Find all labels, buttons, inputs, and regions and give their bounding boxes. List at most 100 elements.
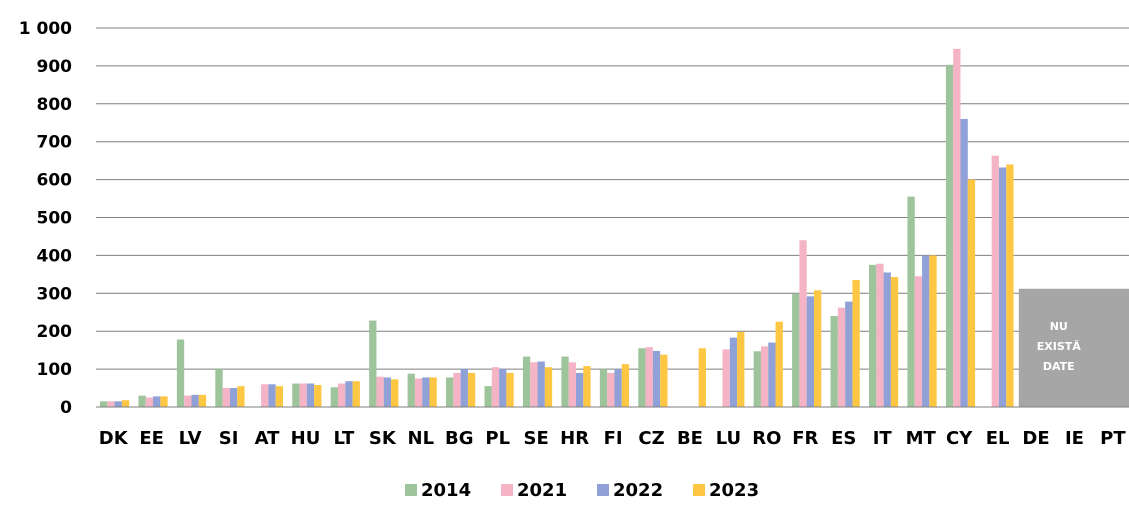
bar <box>100 401 108 407</box>
bar <box>890 277 899 407</box>
x-tick-label: NL <box>408 428 435 449</box>
bar <box>184 395 192 407</box>
bar <box>583 366 591 407</box>
bars <box>100 48 1014 408</box>
bar <box>107 401 115 407</box>
bar <box>330 387 338 407</box>
bar <box>391 379 399 407</box>
legend-label: 2022 <box>613 480 663 501</box>
x-tick-label: MT <box>906 428 937 449</box>
bar <box>852 280 860 407</box>
x-tick-label: BE <box>677 428 703 449</box>
legend: 2014 2021 2022 2023 <box>405 480 759 501</box>
bar <box>544 367 553 407</box>
bar <box>768 342 776 407</box>
no-data-label: DATE <box>1043 360 1075 373</box>
no-data-box <box>1018 288 1129 407</box>
x-tick-label: CZ <box>638 428 664 449</box>
bar <box>369 320 377 407</box>
x-tick-label: HR <box>560 428 589 449</box>
y-tick-label: 1 000 <box>19 19 72 39</box>
bar <box>806 296 814 407</box>
x-tick-label: LT <box>334 428 355 449</box>
bar <box>652 350 661 407</box>
bar <box>638 348 646 407</box>
bar <box>614 369 622 407</box>
bar <box>953 48 961 407</box>
bar <box>914 276 923 407</box>
bar <box>837 307 846 407</box>
bar <box>998 167 1007 407</box>
no-data-label: NU <box>1050 320 1068 333</box>
bar <box>237 386 245 407</box>
bar <box>967 179 976 407</box>
bar <box>530 362 538 407</box>
bar <box>760 346 769 407</box>
bar <box>729 337 738 407</box>
bar <box>453 372 461 407</box>
bar <box>345 381 353 407</box>
bar <box>198 394 207 407</box>
y-tick-label: 900 <box>37 57 73 77</box>
bar <box>991 155 999 407</box>
bar <box>383 377 392 407</box>
bar <box>215 369 223 407</box>
x-tick-label: IE <box>1065 428 1084 449</box>
y-axis-ticks: 0 100 200 300 400 500 600 700 800 900 1 000 <box>19 19 72 418</box>
bar <box>1006 164 1014 407</box>
bar <box>191 394 199 407</box>
bar <box>446 377 454 407</box>
x-tick-label: PT <box>1100 428 1126 449</box>
bar <box>792 294 800 407</box>
no-data-label: EXISTĂ <box>1037 340 1082 353</box>
bar <box>467 372 476 407</box>
bar <box>960 118 968 408</box>
bar <box>698 348 706 407</box>
bar <box>537 361 545 407</box>
gridlines <box>96 27 1129 370</box>
bar <box>338 383 346 407</box>
x-tick-label: EL <box>986 428 1010 449</box>
legend-swatch <box>405 484 417 496</box>
bar <box>422 377 430 407</box>
bar <box>907 196 915 407</box>
y-tick-label: 200 <box>37 322 73 342</box>
bar <box>261 384 269 407</box>
bar <box>229 388 238 407</box>
bar <box>645 347 653 407</box>
y-tick-label: 500 <box>37 209 73 229</box>
bar <box>722 349 730 407</box>
bar <box>176 339 185 407</box>
bar <box>568 362 576 407</box>
x-tick-label: AT <box>255 428 281 449</box>
x-tick-label: LU <box>716 428 741 449</box>
bar <box>660 354 668 407</box>
x-tick-label: PL <box>485 428 510 449</box>
legend-swatch <box>501 484 513 496</box>
bar <box>499 369 507 407</box>
legend-label: 2021 <box>517 480 567 501</box>
bar <box>460 369 468 407</box>
bar <box>160 396 168 407</box>
bar <box>929 255 937 407</box>
bar <box>945 64 954 407</box>
bar <box>352 381 360 407</box>
x-tick-label: EE <box>139 428 164 449</box>
bar <box>114 401 122 407</box>
bar <box>799 240 807 407</box>
bar <box>299 383 307 407</box>
x-tick-label: SE <box>524 428 549 449</box>
bar <box>753 351 761 407</box>
bar <box>484 386 492 407</box>
bar <box>491 367 500 407</box>
bar <box>306 383 315 407</box>
x-tick-label: DK <box>99 428 129 449</box>
x-tick-label: IT <box>873 428 893 449</box>
x-tick-label: SI <box>219 428 239 449</box>
legend-swatch <box>597 484 609 496</box>
x-tick-label: FR <box>792 428 818 449</box>
bar <box>922 255 930 407</box>
bar <box>883 272 891 407</box>
bar <box>607 372 615 407</box>
bar <box>561 356 569 407</box>
